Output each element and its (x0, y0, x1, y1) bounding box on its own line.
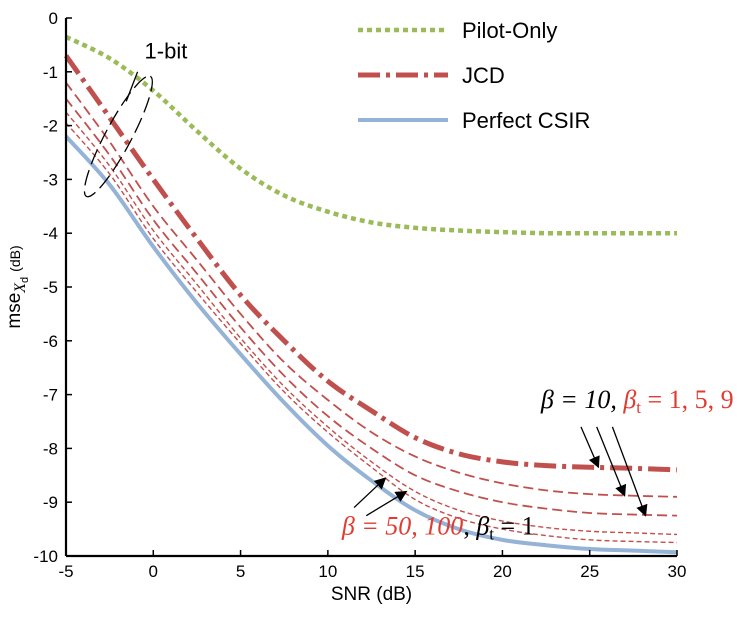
one-bit-leader (125, 71, 139, 102)
y-tick-label: -7 (43, 386, 58, 405)
beta-50-label-part: , (463, 511, 476, 540)
x-tick-label: 0 (149, 562, 158, 581)
series-line-7 (64, 135, 678, 555)
x-tick-label: 20 (493, 562, 512, 581)
beta-10-label-part: β (622, 385, 636, 414)
beta-50-label-part: β (475, 511, 489, 540)
one-bit-label: 1-bit (145, 38, 188, 63)
series-line-2 (63, 54, 678, 473)
beta-50-label-part: = 1 (494, 511, 535, 540)
y-tick-label: -2 (43, 117, 58, 136)
beta-10-arrow-2 (596, 426, 627, 497)
y-tick-label: 0 (49, 9, 58, 28)
beta-50-label-part: β = 50, 100 (341, 511, 464, 540)
series-layer (63, 34, 678, 555)
y-tick-label: -1 (43, 63, 58, 82)
x-tick-label: 25 (580, 562, 599, 581)
series-line-4 (65, 98, 678, 517)
beta-10-arrow-1 (580, 426, 600, 469)
legend-label-3: Perfect CSIR (462, 108, 590, 133)
y-axis-label-unit: (dB) (7, 245, 23, 271)
y-tick-label: -5 (43, 278, 58, 297)
series-line-5 (65, 111, 678, 536)
y-axis-label-subsub: d (19, 277, 31, 283)
y-tick-label: -3 (43, 170, 58, 189)
y-tick-label: -9 (43, 493, 58, 512)
series-line-1 (65, 34, 677, 236)
series-line-3 (65, 82, 678, 498)
y-axis-label: mseXd (dB) (4, 245, 31, 328)
beta-10-label-part: = 1, 5, 9 (641, 385, 734, 414)
x-axis-label: SNR (dB) (331, 584, 412, 605)
beta-50-arrow-1 (353, 477, 387, 509)
y-axis-label-main: mse (4, 293, 25, 329)
beta-10-label-part: β = 10, (540, 385, 624, 414)
beta-50-label: β = 50, 100, βt = 1 (341, 511, 535, 543)
x-tick-label: 30 (668, 562, 687, 581)
legend: Pilot-Only JCD Perfect CSIR (358, 18, 590, 133)
beta-10-label-part: t (636, 398, 641, 417)
one-bit-ellipse (83, 75, 153, 198)
y-tick-label: -10 (33, 547, 58, 566)
x-tick-label: 5 (236, 562, 245, 581)
y-axis-label-sub: X (12, 282, 29, 294)
beta-10-arrow-3 (611, 426, 648, 517)
legend-label-2: JCD (462, 63, 505, 88)
axis-layer: -5 0 5 10 15 20 25 30 0 -1 -2 -3 -4 -5 -6 -7 -8 -9 -10 (33, 9, 686, 581)
x-tick-label: 10 (318, 562, 337, 581)
series-line-6 (65, 122, 678, 544)
y-tick-label: -4 (43, 224, 58, 243)
beta-50-arrow-2 (365, 490, 408, 517)
x-tick-label: -5 (58, 562, 73, 581)
x-tick-label: 15 (406, 562, 425, 581)
y-tick-label: -6 (43, 332, 58, 351)
beta-50-label-part: t (489, 524, 494, 543)
y-tick-label: -8 (43, 439, 58, 458)
legend-label-1: Pilot-Only (462, 18, 557, 43)
beta-10-label: β = 10, βt = 1, 5, 9 (540, 385, 734, 417)
